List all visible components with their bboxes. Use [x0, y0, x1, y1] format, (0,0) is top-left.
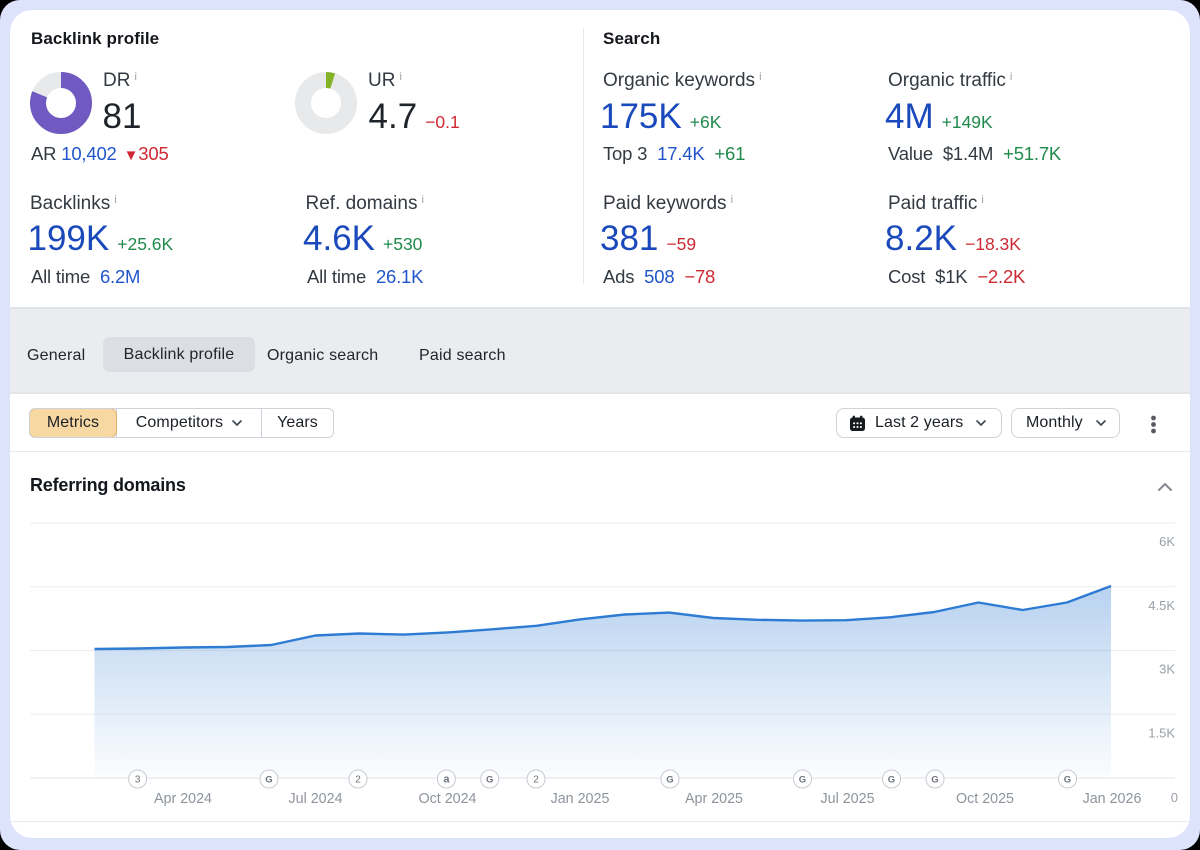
svg-text:G: G: [799, 775, 806, 786]
svg-text:0: 0: [1171, 790, 1178, 805]
svg-text:3K: 3K: [1159, 662, 1175, 677]
svg-text:Jan 2025: Jan 2025: [551, 791, 610, 807]
svg-text:4.5K: 4.5K: [1148, 598, 1175, 613]
svg-text:3: 3: [135, 775, 141, 786]
svg-text:G: G: [931, 775, 938, 786]
svg-text:Jul 2024: Jul 2024: [288, 791, 342, 807]
svg-text:Apr 2024: Apr 2024: [154, 791, 212, 807]
svg-text:G: G: [666, 775, 673, 786]
svg-text:a: a: [443, 774, 450, 786]
svg-text:G: G: [1064, 775, 1071, 786]
svg-text:2: 2: [533, 775, 539, 786]
svg-text:1.5K: 1.5K: [1148, 725, 1175, 740]
svg-text:Oct 2025: Oct 2025: [956, 791, 1014, 807]
svg-text:G: G: [265, 775, 272, 786]
svg-text:Jan 2026: Jan 2026: [1083, 791, 1142, 807]
svg-text:6K: 6K: [1159, 534, 1175, 549]
svg-text:Oct 2024: Oct 2024: [418, 791, 476, 807]
svg-text:G: G: [486, 775, 493, 786]
svg-text:Apr 2025: Apr 2025: [685, 791, 743, 807]
svg-text:Jul 2025: Jul 2025: [820, 791, 874, 807]
svg-text:2: 2: [355, 775, 361, 786]
svg-text:G: G: [888, 775, 895, 786]
